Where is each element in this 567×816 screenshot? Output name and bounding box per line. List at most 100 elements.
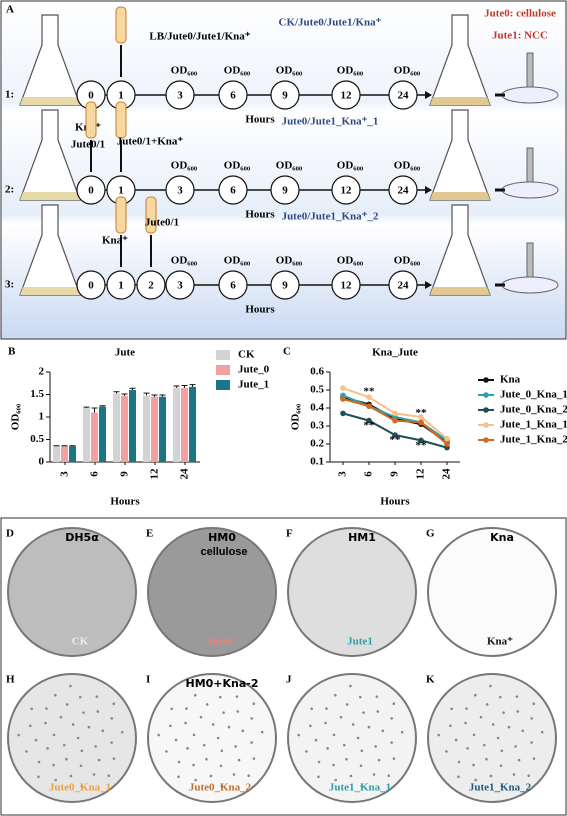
hours-label: Hours — [245, 114, 275, 126]
error-bar — [151, 394, 158, 397]
colony — [498, 695, 502, 699]
colony — [219, 764, 223, 768]
time-node-label: 12 — [341, 90, 353, 102]
legend-swatch — [483, 407, 489, 413]
annotation: ** — [416, 407, 428, 419]
colony — [205, 757, 208, 761]
colony — [209, 774, 213, 778]
colony — [205, 703, 209, 706]
od-label: OD₆₀₀ — [276, 160, 303, 172]
time-node-label: 24 — [398, 185, 410, 197]
x-tick-label: 24 — [179, 468, 191, 480]
legend-swatch — [216, 350, 230, 360]
time-node — [218, 175, 248, 205]
od-label: OD₆₀₀ — [224, 160, 251, 172]
plate-letter: E — [146, 528, 153, 540]
colony — [29, 724, 32, 728]
colony — [540, 730, 544, 734]
legend-label: Jute_0_Kna_2 — [500, 404, 567, 416]
hours-label: Hours — [245, 209, 275, 221]
colony — [489, 684, 492, 688]
legend-swatch — [216, 365, 230, 375]
error-bar — [113, 391, 120, 394]
od-label: OD₆₀₀ — [337, 160, 364, 172]
colony — [317, 775, 320, 779]
point — [340, 396, 346, 402]
colony — [297, 733, 301, 737]
row-title: CK/Jute0/Jute1/Kna⁺ — [279, 17, 382, 29]
x-tick-label: 9 — [119, 471, 131, 477]
colony — [345, 757, 348, 761]
handwritten-note: DH5α — [65, 531, 99, 544]
plate-label: Kna⁺ — [487, 636, 513, 648]
colony — [30, 707, 33, 711]
colony — [392, 702, 396, 706]
annotation: ** — [390, 434, 402, 446]
plate-label: CK — [72, 636, 89, 648]
time-node — [388, 175, 418, 205]
colony — [62, 743, 66, 747]
time-node-label: 9 — [282, 185, 288, 197]
bar — [113, 393, 120, 462]
colony — [351, 723, 355, 726]
colony — [17, 733, 21, 737]
colony — [157, 733, 161, 737]
plate-label: Jute0_Kna_1 — [49, 782, 111, 794]
flask-liquid — [430, 97, 490, 105]
colony — [360, 749, 364, 753]
colony — [110, 741, 113, 744]
plate-label: Jute1_Kna_2 — [469, 782, 532, 794]
flask-liquid — [20, 287, 80, 295]
colony — [496, 736, 500, 740]
colony — [96, 710, 100, 713]
tube-label: Kna⁺ — [102, 235, 128, 247]
panel-letter: B — [8, 346, 16, 358]
bar — [173, 387, 180, 462]
x-tick-label: 3 — [59, 471, 71, 477]
colony — [317, 760, 321, 764]
y-axis-label: OD₆₀₀ — [10, 403, 22, 430]
plate-letter: I — [146, 674, 150, 686]
colony — [445, 750, 448, 753]
colony — [356, 736, 360, 740]
time-node-label: 0 — [88, 185, 94, 197]
plate-letter: G — [426, 528, 435, 540]
colony — [450, 707, 453, 711]
panel-letter: A — [6, 4, 14, 16]
time-node-label: 3 — [177, 185, 183, 197]
tube-label: LB/Jute0/Jute1/Kna⁺ — [149, 31, 250, 43]
colony — [358, 695, 362, 699]
bar — [99, 406, 106, 462]
colony — [45, 707, 48, 710]
plate-letter: D — [6, 528, 14, 540]
colony — [309, 724, 312, 728]
petri-plate — [287, 527, 417, 657]
time-node — [165, 80, 195, 110]
colony — [390, 741, 393, 744]
time-node — [218, 270, 248, 300]
colony — [360, 784, 364, 788]
colony — [69, 774, 73, 778]
chart-title: Jute — [115, 347, 135, 359]
colony — [326, 747, 329, 750]
colony — [464, 721, 467, 725]
legend-swatch — [216, 380, 230, 390]
colony — [97, 758, 101, 762]
colony — [500, 749, 504, 753]
od-label: OD₆₀₀ — [276, 255, 303, 267]
colony — [372, 773, 376, 776]
annotation: ** — [364, 420, 376, 432]
colony — [209, 684, 212, 688]
bar — [61, 446, 68, 462]
point — [366, 394, 372, 401]
colony — [473, 693, 477, 697]
point — [418, 414, 424, 420]
point — [444, 441, 450, 447]
bar — [121, 395, 128, 462]
colony — [339, 715, 343, 719]
petri-plate — [427, 673, 557, 803]
time-node — [76, 270, 106, 300]
colony — [218, 695, 222, 699]
colony — [516, 710, 520, 713]
